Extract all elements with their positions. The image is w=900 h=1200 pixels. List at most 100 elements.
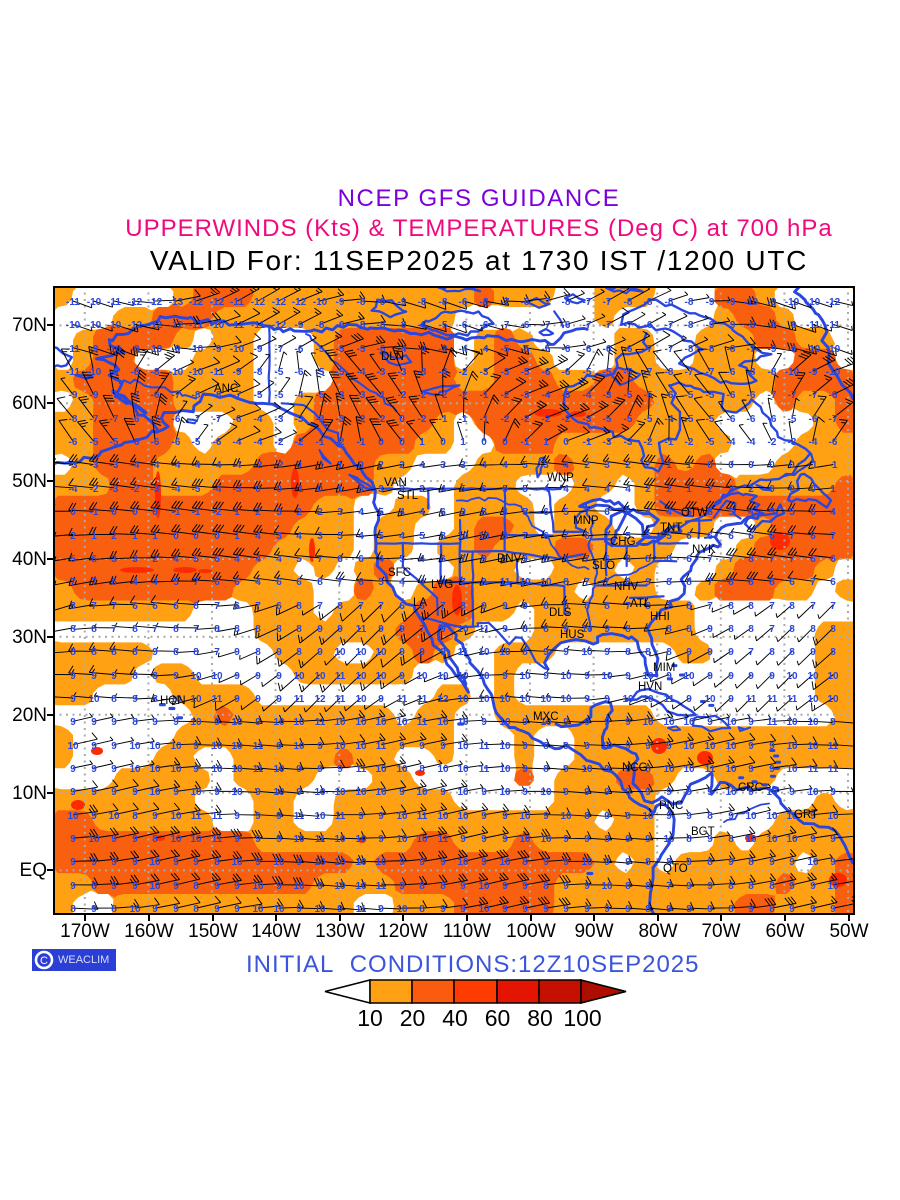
svg-text:-9: -9 [768, 320, 777, 331]
svg-text:-7: -7 [213, 414, 222, 425]
svg-text:-6: -6 [583, 344, 592, 355]
svg-text:8: 8 [728, 834, 734, 845]
svg-text:9: 9 [234, 834, 240, 845]
svg-text:9: 9 [584, 834, 590, 845]
svg-text:10: 10 [231, 857, 243, 868]
svg-text:-12: -12 [169, 320, 184, 331]
svg-text:-9: -9 [295, 320, 304, 331]
svg-text:10: 10 [478, 647, 490, 658]
svg-text:8: 8 [810, 624, 816, 635]
svg-text:5: 5 [522, 460, 528, 471]
svg-text:9: 9 [255, 811, 261, 822]
svg-text:-10: -10 [66, 320, 81, 331]
svg-text:4: 4 [481, 460, 487, 471]
svg-text:9: 9 [317, 624, 323, 635]
svg-text:-13: -13 [169, 297, 184, 308]
svg-text:5: 5 [625, 507, 631, 518]
svg-text:11: 11 [828, 764, 839, 775]
svg-text:3: 3 [358, 484, 364, 495]
svg-text:4: 4 [358, 507, 364, 518]
svg-text:9: 9 [132, 694, 138, 705]
svg-text:7: 7 [378, 601, 384, 612]
svg-text:10: 10 [129, 741, 141, 752]
svg-text:8: 8 [543, 624, 549, 635]
svg-text:LA: LA [413, 597, 427, 609]
svg-text:8: 8 [255, 624, 261, 635]
svg-text:9: 9 [810, 904, 816, 915]
svg-text:9: 9 [378, 811, 384, 822]
svg-text:9: 9 [522, 554, 528, 565]
svg-text:-7: -7 [644, 344, 653, 355]
svg-text:9: 9 [604, 787, 610, 798]
svg-text:9: 9 [604, 857, 610, 868]
svg-text:-12: -12 [189, 297, 204, 308]
svg-text:9: 9 [584, 904, 590, 915]
svg-text:-6: -6 [562, 367, 571, 378]
svg-text:11: 11 [746, 694, 757, 705]
svg-text:8: 8 [173, 647, 179, 658]
svg-text:5: 5 [666, 531, 672, 542]
svg-text:9: 9 [625, 741, 631, 752]
svg-text:8: 8 [748, 857, 754, 868]
svg-text:8: 8 [317, 577, 323, 588]
svg-text:9: 9 [234, 904, 240, 915]
svg-text:10: 10 [355, 881, 367, 892]
svg-text:-4: -4 [254, 437, 263, 448]
svg-text:-5: -5 [275, 367, 284, 378]
svg-text:-5: -5 [316, 367, 325, 378]
svg-text:8: 8 [645, 647, 651, 658]
svg-text:9: 9 [502, 554, 508, 565]
svg-text:-2: -2 [418, 414, 427, 425]
svg-text:8: 8 [769, 904, 775, 915]
svg-text:11: 11 [191, 811, 202, 822]
svg-text:9: 9 [604, 904, 610, 915]
svg-text:-7: -7 [501, 297, 510, 308]
svg-text:9: 9 [584, 741, 590, 752]
svg-text:8: 8 [543, 764, 549, 775]
svg-text:7: 7 [707, 577, 713, 588]
svg-text:BGT: BGT [691, 826, 715, 838]
svg-text:8: 8 [666, 577, 672, 588]
svg-text:1: 1 [830, 484, 836, 495]
svg-text:4: 4 [132, 577, 138, 588]
svg-text:-5: -5 [644, 414, 653, 425]
svg-text:8: 8 [70, 647, 76, 658]
svg-text:9: 9 [584, 787, 590, 798]
svg-text:-2: -2 [521, 414, 530, 425]
svg-text:-12: -12 [272, 297, 287, 308]
svg-text:9: 9 [543, 647, 549, 658]
svg-text:9: 9 [748, 764, 754, 775]
svg-text:8: 8 [296, 601, 302, 612]
svg-text:11: 11 [767, 717, 778, 728]
svg-text:7: 7 [789, 554, 795, 565]
svg-text:10: 10 [499, 717, 511, 728]
svg-text:7: 7 [111, 601, 117, 612]
svg-text:4: 4 [543, 484, 549, 495]
svg-text:1: 1 [419, 437, 425, 448]
svg-text:-4: -4 [69, 484, 78, 495]
svg-text:7: 7 [666, 881, 672, 892]
svg-text:9: 9 [769, 671, 775, 682]
svg-text:10: 10 [478, 531, 490, 542]
svg-text:2: 2 [728, 484, 734, 495]
svg-text:6: 6 [686, 507, 692, 518]
svg-text:10: 10 [314, 671, 326, 682]
svg-text:-4: -4 [172, 484, 181, 495]
svg-text:10: 10 [786, 764, 798, 775]
svg-text:-4: -4 [665, 414, 674, 425]
svg-text:-9: -9 [706, 297, 715, 308]
svg-text:6: 6 [810, 531, 816, 542]
svg-text:4: 4 [419, 554, 425, 565]
svg-text:7: 7 [830, 601, 836, 612]
svg-text:10: 10 [704, 694, 716, 705]
svg-text:9: 9 [152, 811, 158, 822]
svg-text:10: 10 [273, 857, 285, 868]
svg-text:2: 2 [255, 507, 261, 518]
svg-text:-7: -7 [768, 390, 777, 401]
svg-text:-10: -10 [148, 344, 163, 355]
svg-text:9: 9 [604, 647, 610, 658]
svg-text:10: 10 [231, 717, 243, 728]
svg-text:10: 10 [766, 834, 778, 845]
svg-text:-7: -7 [110, 414, 119, 425]
svg-text:8: 8 [419, 881, 425, 892]
